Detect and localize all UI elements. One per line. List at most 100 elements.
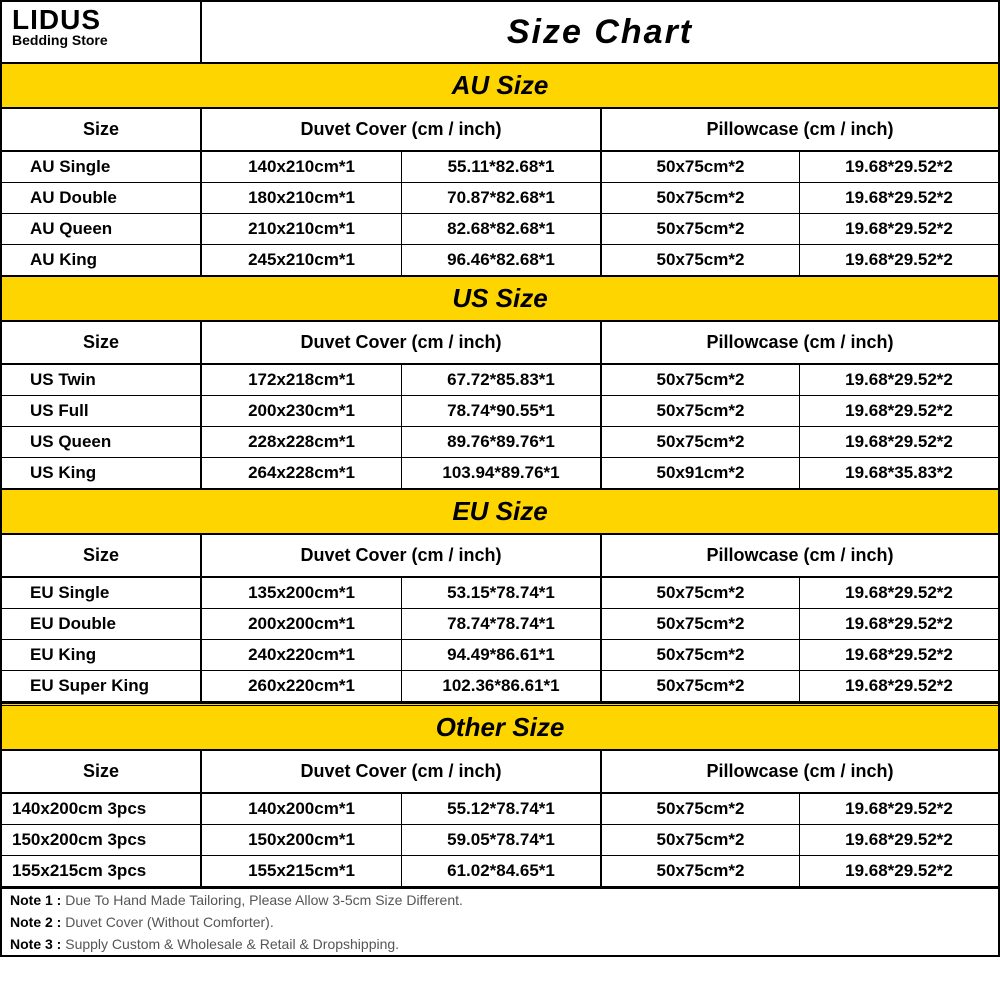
cell-size-name: AU Queen <box>2 214 202 244</box>
cell-pillow-in: 19.68*29.52*2 <box>800 183 998 213</box>
cell-pillow-cm: 50x75cm*2 <box>602 825 800 855</box>
cell-pillow-cm: 50x75cm*2 <box>602 671 800 701</box>
note-text: Due To Hand Made Tailoring, Please Allow… <box>61 892 463 908</box>
cell-duvet-cm: 264x228cm*1 <box>202 458 402 488</box>
cell-pillow-in: 19.68*29.52*2 <box>800 214 998 244</box>
table-row: EU Super King260x220cm*1102.36*86.61*150… <box>2 671 998 703</box>
cell-pillow-cm: 50x75cm*2 <box>602 214 800 244</box>
column-headers: SizeDuvet Cover (cm / inch)Pillowcase (c… <box>2 109 998 152</box>
cell-pillow-in: 19.68*29.52*2 <box>800 365 998 395</box>
cell-size-name: EU Super King <box>2 671 202 701</box>
cell-pillow-in: 19.68*29.52*2 <box>800 427 998 457</box>
cell-size-name: AU Double <box>2 183 202 213</box>
brand-cell: LIDUS Bedding Store <box>2 2 202 62</box>
cell-size-name: EU King <box>2 640 202 670</box>
cell-pillow-cm: 50x75cm*2 <box>602 365 800 395</box>
cell-size-name: AU King <box>2 245 202 275</box>
cell-duvet-in: 78.74*90.55*1 <box>402 396 602 426</box>
col-header-pillow: Pillowcase (cm / inch) <box>602 322 998 363</box>
cell-pillow-in: 19.68*29.52*2 <box>800 578 998 608</box>
cell-duvet-cm: 210x210cm*1 <box>202 214 402 244</box>
header-row: LIDUS Bedding Store Size Chart <box>2 2 998 64</box>
cell-duvet-in: 55.11*82.68*1 <box>402 152 602 182</box>
note-text: Supply Custom & Wholesale & Retail & Dro… <box>61 936 399 952</box>
col-header-pillow: Pillowcase (cm / inch) <box>602 109 998 150</box>
notes-block: Note 1 : Due To Hand Made Tailoring, Ple… <box>2 888 998 955</box>
section-title: US Size <box>2 277 998 322</box>
note-line: Note 1 : Due To Hand Made Tailoring, Ple… <box>2 889 998 911</box>
cell-pillow-in: 19.68*29.52*2 <box>800 825 998 855</box>
cell-duvet-in: 82.68*82.68*1 <box>402 214 602 244</box>
brand-name: LIDUS <box>12 6 190 34</box>
table-row: AU Double180x210cm*170.87*82.68*150x75cm… <box>2 183 998 214</box>
cell-pillow-in: 19.68*29.52*2 <box>800 671 998 701</box>
note-line: Note 3 : Supply Custom & Wholesale & Ret… <box>2 933 998 955</box>
cell-duvet-cm: 155x215cm*1 <box>202 856 402 886</box>
sections-mount: AU SizeSizeDuvet Cover (cm / inch)Pillow… <box>2 64 998 888</box>
cell-pillow-in: 19.68*29.52*2 <box>800 794 998 824</box>
cell-duvet-cm: 180x210cm*1 <box>202 183 402 213</box>
section-title: AU Size <box>2 64 998 109</box>
table-row: AU King245x210cm*196.46*82.68*150x75cm*2… <box>2 245 998 277</box>
cell-duvet-in: 89.76*89.76*1 <box>402 427 602 457</box>
cell-size-name: 155x215cm 3pcs <box>2 856 202 886</box>
note-label: Note 2 : <box>10 914 61 930</box>
cell-pillow-cm: 50x75cm*2 <box>602 640 800 670</box>
cell-size-name: US King <box>2 458 202 488</box>
col-header-duvet: Duvet Cover (cm / inch) <box>202 535 602 576</box>
table-row: US Queen228x228cm*189.76*89.76*150x75cm*… <box>2 427 998 458</box>
cell-duvet-in: 53.15*78.74*1 <box>402 578 602 608</box>
cell-duvet-in: 102.36*86.61*1 <box>402 671 602 701</box>
col-header-duvet: Duvet Cover (cm / inch) <box>202 322 602 363</box>
col-header-size: Size <box>2 535 202 576</box>
brand-subtitle: Bedding Store <box>12 32 190 48</box>
cell-pillow-in: 19.68*29.52*2 <box>800 856 998 886</box>
cell-duvet-cm: 245x210cm*1 <box>202 245 402 275</box>
col-header-pillow: Pillowcase (cm / inch) <box>602 535 998 576</box>
cell-pillow-in: 19.68*29.52*2 <box>800 640 998 670</box>
table-row: US Twin172x218cm*167.72*85.83*150x75cm*2… <box>2 365 998 396</box>
title-cell: Size Chart <box>202 2 998 62</box>
note-label: Note 3 : <box>10 936 61 952</box>
cell-pillow-cm: 50x75cm*2 <box>602 152 800 182</box>
cell-duvet-in: 61.02*84.65*1 <box>402 856 602 886</box>
cell-size-name: EU Single <box>2 578 202 608</box>
cell-duvet-cm: 228x228cm*1 <box>202 427 402 457</box>
size-chart-container: LIDUS Bedding Store Size Chart AU SizeSi… <box>0 0 1000 957</box>
cell-duvet-cm: 172x218cm*1 <box>202 365 402 395</box>
cell-pillow-cm: 50x75cm*2 <box>602 609 800 639</box>
note-text: Duvet Cover (Without Comforter). <box>61 914 273 930</box>
col-header-pillow: Pillowcase (cm / inch) <box>602 751 998 792</box>
cell-duvet-in: 94.49*86.61*1 <box>402 640 602 670</box>
cell-size-name: US Queen <box>2 427 202 457</box>
note-label: Note 1 : <box>10 892 61 908</box>
cell-duvet-cm: 140x210cm*1 <box>202 152 402 182</box>
cell-pillow-in: 19.68*29.52*2 <box>800 245 998 275</box>
table-row: AU Queen210x210cm*182.68*82.68*150x75cm*… <box>2 214 998 245</box>
cell-pillow-in: 19.68*29.52*2 <box>800 152 998 182</box>
column-headers: SizeDuvet Cover (cm / inch)Pillowcase (c… <box>2 535 998 578</box>
cell-pillow-cm: 50x75cm*2 <box>602 856 800 886</box>
cell-duvet-in: 96.46*82.68*1 <box>402 245 602 275</box>
cell-duvet-cm: 150x200cm*1 <box>202 825 402 855</box>
cell-pillow-cm: 50x75cm*2 <box>602 427 800 457</box>
table-row: AU Single140x210cm*155.11*82.68*150x75cm… <box>2 152 998 183</box>
cell-size-name: US Full <box>2 396 202 426</box>
cell-duvet-in: 55.12*78.74*1 <box>402 794 602 824</box>
cell-duvet-cm: 200x200cm*1 <box>202 609 402 639</box>
cell-pillow-cm: 50x75cm*2 <box>602 794 800 824</box>
cell-size-name: EU Double <box>2 609 202 639</box>
column-headers: SizeDuvet Cover (cm / inch)Pillowcase (c… <box>2 322 998 365</box>
col-header-size: Size <box>2 322 202 363</box>
note-line: Note 2 : Duvet Cover (Without Comforter)… <box>2 911 998 933</box>
col-header-size: Size <box>2 751 202 792</box>
cell-duvet-in: 103.94*89.76*1 <box>402 458 602 488</box>
col-header-duvet: Duvet Cover (cm / inch) <box>202 109 602 150</box>
cell-duvet-cm: 240x220cm*1 <box>202 640 402 670</box>
cell-duvet-in: 59.05*78.74*1 <box>402 825 602 855</box>
cell-duvet-in: 70.87*82.68*1 <box>402 183 602 213</box>
col-header-duvet: Duvet Cover (cm / inch) <box>202 751 602 792</box>
section-title: Other Size <box>2 703 998 751</box>
table-row: 155x215cm 3pcs155x215cm*161.02*84.65*150… <box>2 856 998 888</box>
section-title: EU Size <box>2 490 998 535</box>
